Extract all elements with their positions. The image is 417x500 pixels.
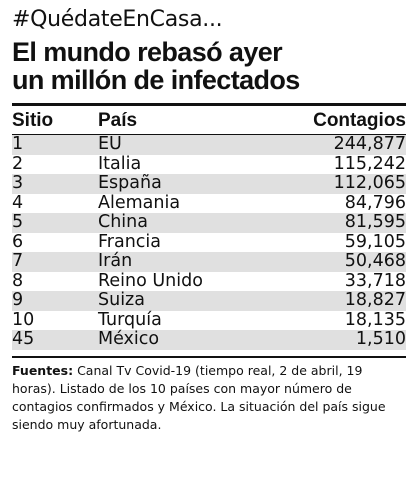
country-cell: EU (98, 134, 268, 155)
column-header-rank: Sitio (12, 108, 98, 135)
table-header-row: Sitio País Contagios (12, 108, 406, 135)
infographic: #QuédateEnCasa... El mundo rebasó ayer u… (12, 6, 406, 434)
country-cell: Suiza (98, 290, 268, 311)
table-row: 5 China 81,595 (12, 212, 406, 233)
table-row: 7 Irán 50,468 (12, 251, 406, 272)
cases-cell: 1,510 (268, 329, 406, 350)
headline-line-1: El mundo rebasó ayer (12, 37, 283, 67)
header-divider (12, 103, 406, 106)
rank-cell: 3 (12, 173, 98, 194)
table-row: 2 Italia 115,242 (12, 154, 406, 174)
source-label: Fuentes: (12, 362, 74, 378)
cases-cell: 33,718 (268, 271, 406, 291)
table-row: 45 México 1,510 (12, 329, 406, 350)
table-row: 4 Alemania 84,796 (12, 193, 406, 213)
country-cell: China (98, 212, 268, 233)
rank-cell: 8 (12, 271, 98, 291)
cases-cell: 244,877 (268, 134, 406, 155)
table-row: 8 Reino Unido 33,718 (12, 271, 406, 291)
rank-cell: 6 (12, 232, 98, 252)
cases-cell: 84,796 (268, 193, 406, 213)
rank-cell: 2 (12, 154, 98, 174)
rank-cell: 9 (12, 290, 98, 311)
cases-cell: 50,468 (268, 251, 406, 272)
headline: El mundo rebasó ayer un millón de infect… (12, 38, 406, 94)
column-header-country: País (98, 108, 268, 135)
table-row: 9 Suiza 18,827 (12, 290, 406, 311)
cases-cell: 18,827 (268, 290, 406, 311)
cases-cell: 18,135 (268, 310, 406, 330)
country-cell: Alemania (98, 193, 268, 213)
country-cell: España (98, 173, 268, 194)
source-text: Canal Tv Covid-19 (tiempo real, 2 de abr… (12, 362, 386, 432)
source-note: Fuentes: Canal Tv Covid-19 (tiempo real,… (12, 362, 406, 434)
column-header-cases: Contagios (268, 108, 406, 135)
country-cell: Francia (98, 232, 268, 252)
cases-cell: 59,105 (268, 232, 406, 252)
table-row: 3 España 112,065 (12, 173, 406, 194)
rank-cell: 10 (12, 310, 98, 330)
table-row: 1 EU 244,877 (12, 134, 406, 155)
country-cell: Italia (98, 154, 268, 174)
table-header: Sitio País Contagios (12, 108, 406, 135)
headline-line-2: un millón de infectados (12, 65, 300, 95)
cases-cell: 81,595 (268, 212, 406, 233)
footer-divider (12, 355, 406, 358)
cases-cell: 112,065 (268, 173, 406, 194)
country-cell: Irán (98, 251, 268, 272)
table-row: 10 Turquía 18,135 (12, 310, 406, 330)
country-cell: México (98, 329, 268, 350)
rank-cell: 4 (12, 193, 98, 213)
country-cell: Turquía (98, 310, 268, 330)
rank-cell: 45 (12, 329, 98, 350)
table-body: 1 EU 244,877 2 Italia 115,242 3 España 1… (12, 134, 406, 350)
hashtag-kicker: #QuédateEnCasa... (12, 7, 223, 32)
cases-cell: 115,242 (268, 154, 406, 174)
country-cell: Reino Unido (98, 271, 268, 291)
rank-cell: 7 (12, 251, 98, 272)
table-row: 6 Francia 59,105 (12, 232, 406, 252)
cases-table: Sitio País Contagios 1 EU 244,877 2 Ital… (12, 108, 406, 350)
rank-cell: 1 (12, 134, 98, 155)
rank-cell: 5 (12, 212, 98, 233)
